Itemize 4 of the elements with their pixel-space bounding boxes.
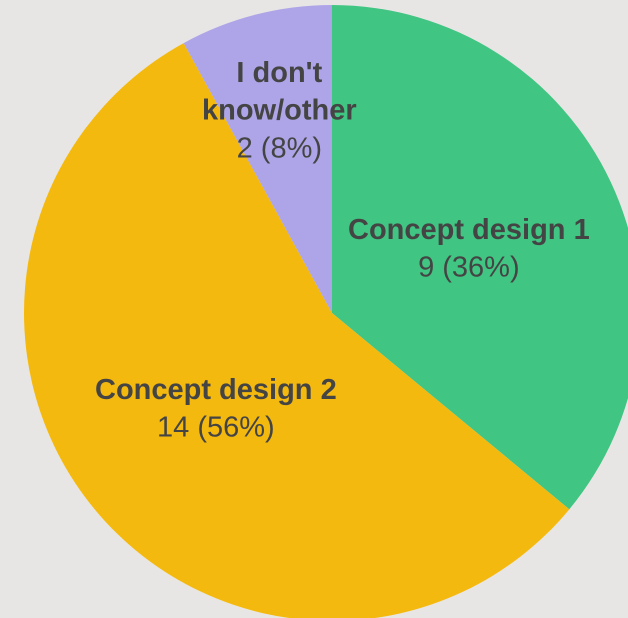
slice-label: Concept design 2 (95, 374, 337, 406)
slice-label: Concept design 1 (348, 214, 590, 246)
data-label: 9 (36%) (418, 252, 520, 284)
data-label: 14 (56%) (157, 412, 275, 444)
